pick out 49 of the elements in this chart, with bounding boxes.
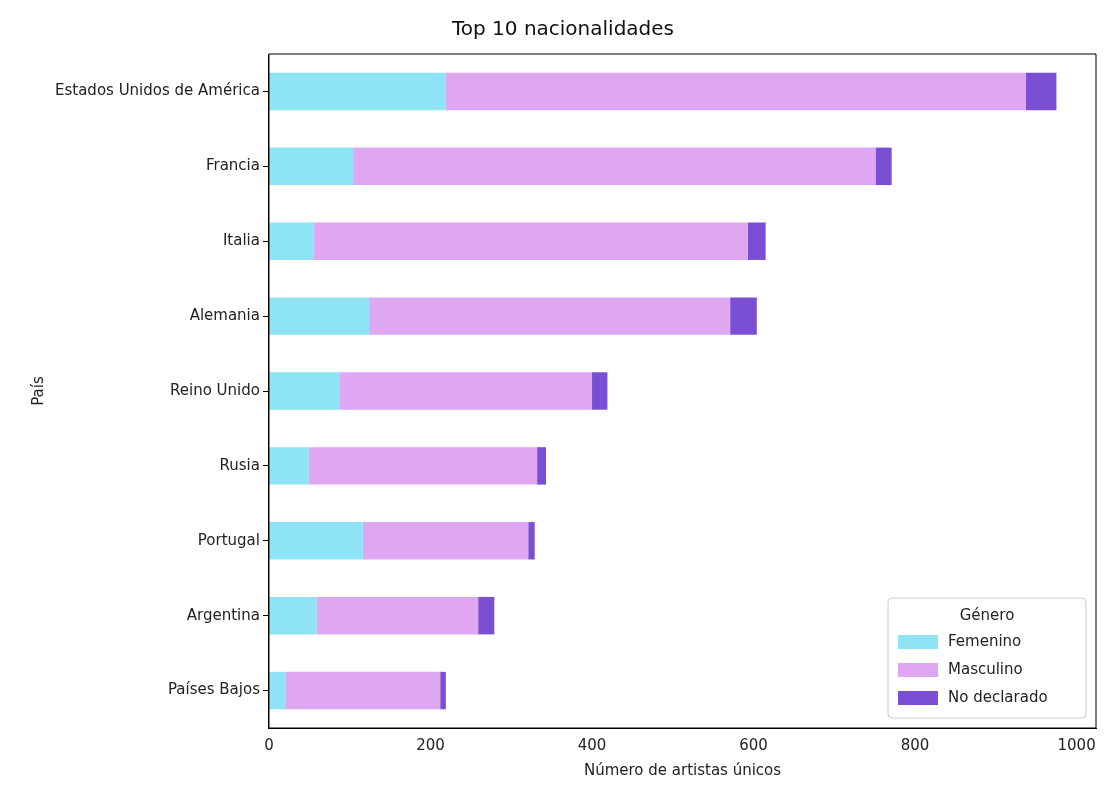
bar — [285, 671, 441, 710]
bar — [339, 372, 593, 410]
bar — [268, 297, 370, 335]
y-tick-label: Francia — [205, 156, 260, 175]
bar — [313, 222, 748, 260]
x-tick-label: 200 — [416, 735, 445, 754]
bar — [747, 222, 766, 260]
x-tick-label: 600 — [739, 735, 768, 754]
legend-label: Masculino — [948, 659, 1023, 678]
x-axis-title: Número de artistas únicos — [583, 760, 782, 779]
bar — [268, 72, 446, 111]
legend-title: Género — [959, 605, 1015, 624]
y-tick-label: Portugal — [197, 530, 260, 549]
bar — [369, 297, 731, 335]
bar — [316, 596, 479, 635]
bar — [592, 372, 608, 410]
bar — [268, 372, 340, 410]
bar — [478, 596, 495, 635]
bar — [268, 671, 286, 710]
bar — [268, 596, 317, 635]
bar — [445, 72, 1026, 111]
x-tick-label: 1000 — [1057, 735, 1096, 754]
bar — [352, 147, 876, 186]
bar — [1025, 72, 1057, 111]
bar — [875, 147, 892, 186]
x-tick-label: 0 — [264, 735, 274, 754]
bar — [268, 447, 309, 485]
y-tick-label: Países Bajos — [167, 680, 261, 699]
bar — [268, 522, 363, 560]
bar — [528, 522, 535, 560]
y-axis-title: País — [28, 376, 47, 406]
y-tick-label: Reino Unido — [170, 380, 260, 399]
bar — [362, 522, 529, 560]
bar — [308, 447, 538, 485]
bar — [440, 671, 446, 710]
bar — [268, 222, 314, 260]
y-tick-label: Alemania — [189, 306, 260, 324]
y-tick-label: Argentina — [186, 605, 260, 624]
y-tick-label: Estados Unidos de América — [54, 81, 260, 100]
x-tick-label: 400 — [577, 735, 607, 754]
bar — [268, 147, 353, 186]
legend-label: Femenino — [948, 631, 1022, 650]
y-tick-label: Italia — [222, 231, 260, 250]
x-tick-label: 800 — [900, 735, 930, 754]
bar — [730, 297, 757, 335]
legend-label: No declarado — [948, 687, 1048, 706]
y-tick-label: Rusia — [219, 455, 260, 474]
chart-title: Top 10 nacionalidades — [450, 16, 675, 41]
bar — [537, 447, 546, 485]
